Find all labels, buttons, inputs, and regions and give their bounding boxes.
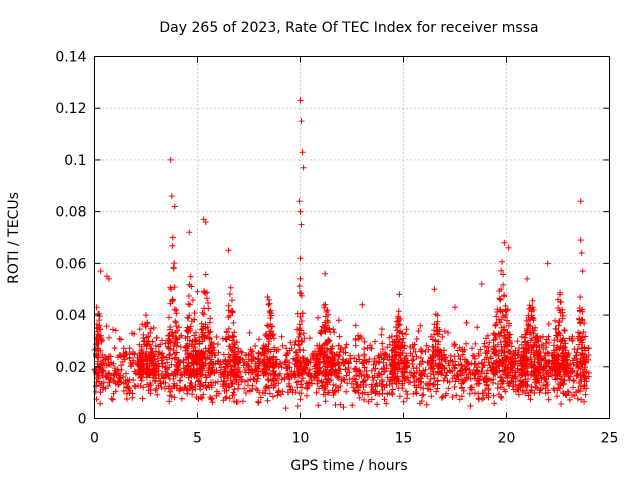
y-axis-label: ROTI / TECUs (6, 192, 22, 284)
x-tick-label-0: 0 (90, 431, 99, 447)
y-tick-label-7: 0.14 (55, 50, 86, 66)
y-tick-labels: 0 0.02 0.04 0.06 0.08 0.1 0.12 0.14 (55, 50, 86, 428)
y-tick-label-2: 0.04 (55, 308, 86, 324)
x-axis-label: GPS time / hours (290, 458, 407, 474)
y-tick-label-6: 0.12 (55, 101, 86, 117)
y-tick-label-0: 0 (78, 412, 87, 428)
data-points (91, 97, 592, 412)
x-tick-labels: 0 5 10 15 20 25 (90, 431, 618, 447)
grid-layer (94, 56, 610, 419)
x-tick-label-5: 25 (601, 431, 619, 447)
y-tick-label-3: 0.06 (55, 256, 86, 272)
x-tick-label-3: 15 (395, 431, 413, 447)
x-tick-label-2: 10 (292, 431, 310, 447)
x-tick-label-4: 20 (498, 431, 516, 447)
tick-marks (94, 56, 610, 419)
chart-title: Day 265 of 2023, Rate Of TEC Index for r… (159, 20, 538, 36)
y-tick-label-5: 0.1 (64, 153, 86, 169)
y-tick-label-4: 0.08 (55, 205, 86, 221)
x-tick-label-1: 5 (193, 431, 202, 447)
roti-scatter-points (91, 97, 592, 412)
plot-frame (94, 56, 610, 419)
y-tick-label-1: 0.02 (55, 360, 86, 376)
